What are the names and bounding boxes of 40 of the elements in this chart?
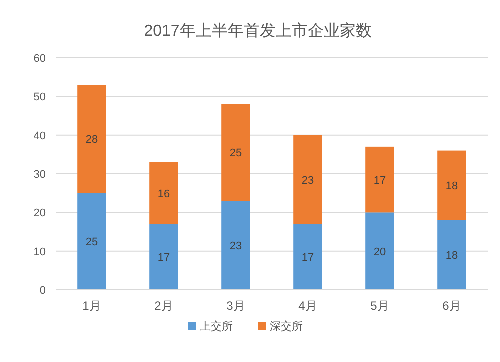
bar <box>366 146 394 213</box>
y-tick-label: 0 <box>40 285 46 297</box>
y-tick-label: 30 <box>34 169 46 181</box>
bar <box>438 150 466 220</box>
bar <box>150 224 178 290</box>
data-label: 17 <box>374 174 386 187</box>
data-label: 25 <box>230 148 242 160</box>
bar <box>438 220 466 290</box>
bar <box>222 201 250 290</box>
x-tick-label: 1月 <box>82 299 102 313</box>
bar <box>78 193 106 290</box>
y-tick-label: 50 <box>34 92 46 104</box>
data-label: 23 <box>302 174 314 187</box>
bar <box>78 85 106 194</box>
x-tick-label: 6月 <box>442 299 462 313</box>
data-label: 16 <box>158 188 170 200</box>
data-label: 25 <box>86 236 98 249</box>
data-label: 18 <box>446 250 458 262</box>
x-tick-label: 3月 <box>226 299 246 313</box>
bar <box>222 104 250 202</box>
x-tick-label: 2月 <box>154 299 174 313</box>
data-label: 18 <box>446 180 458 193</box>
bar <box>294 135 322 224</box>
x-tick-label: 4月 <box>298 299 318 313</box>
bar <box>366 212 394 290</box>
data-label: 17 <box>158 252 170 264</box>
data-label: 17 <box>302 252 314 264</box>
legend-label: 深交所 <box>270 320 303 333</box>
y-tick-label: 60 <box>34 53 46 65</box>
y-tick-label: 10 <box>34 246 46 258</box>
data-label: 20 <box>374 246 386 258</box>
y-tick-label: 20 <box>34 208 46 220</box>
legend-label: 上交所 <box>200 320 233 333</box>
chart-title: 2017年上半年首发上市企业家数 <box>144 22 372 40</box>
data-label: 23 <box>230 240 242 253</box>
data-label: 28 <box>86 134 98 146</box>
bar <box>150 162 178 224</box>
y-tick-label: 40 <box>34 130 46 142</box>
bar <box>294 224 322 290</box>
x-tick-label: 5月 <box>370 299 390 313</box>
